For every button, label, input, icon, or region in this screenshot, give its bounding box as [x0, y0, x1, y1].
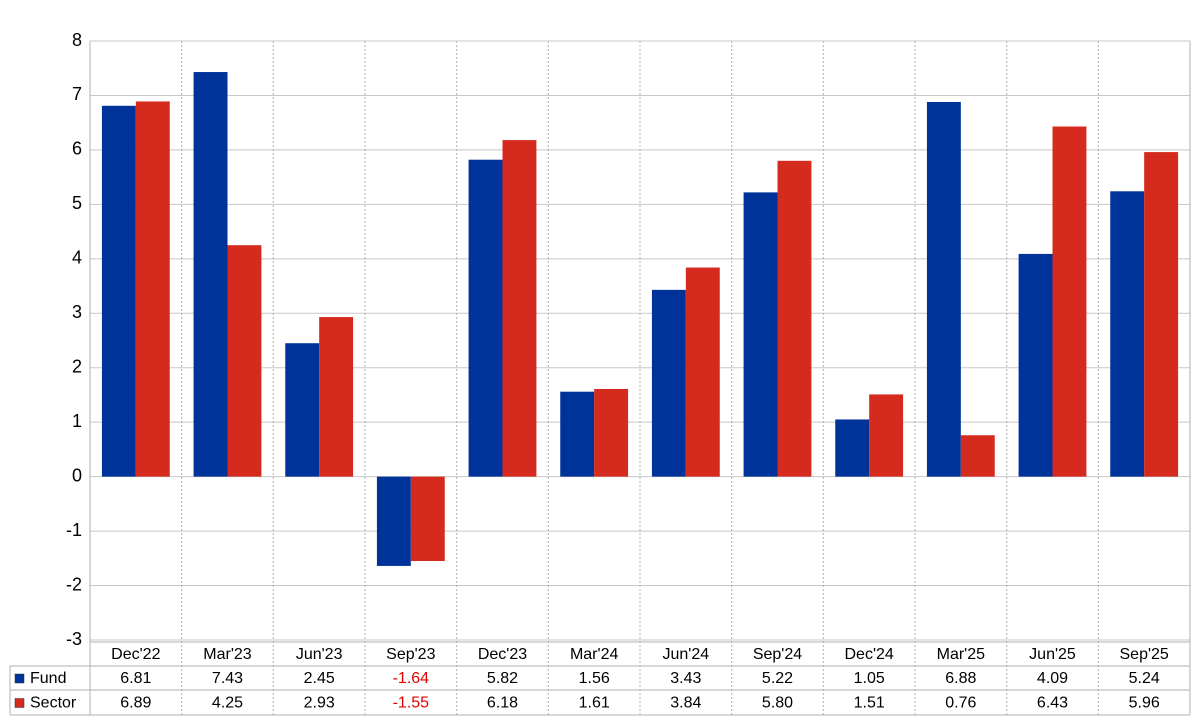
bar: [1110, 191, 1145, 477]
bar: [1144, 152, 1179, 477]
bar: [410, 476, 445, 562]
bar: [285, 343, 320, 477]
table-value: 5.22: [762, 670, 793, 687]
legend-label: Fund: [30, 670, 66, 687]
table-value: 5.80: [762, 695, 793, 712]
table-value: 6.18: [487, 695, 518, 712]
bar: [135, 101, 170, 477]
bar: [960, 435, 995, 477]
bar: [502, 140, 537, 477]
x-tick-label: Sep'25: [1120, 646, 1169, 663]
bar: [1018, 253, 1053, 477]
y-tick-label: 3: [72, 302, 82, 322]
bar: [926, 101, 961, 477]
x-tick-label: Mar'23: [203, 646, 252, 663]
y-tick-label: 1: [72, 411, 82, 431]
table-value: 5.24: [1129, 670, 1160, 687]
y-tick-label: 7: [72, 84, 82, 104]
x-tick-label: Jun'24: [663, 646, 710, 663]
table-value: 1.05: [854, 670, 885, 687]
y-tick-label: 6: [72, 139, 82, 159]
table-value: 5.82: [487, 670, 518, 687]
bar: [193, 72, 228, 477]
table-value: 6.81: [120, 670, 151, 687]
legend-swatch: [14, 698, 25, 708]
y-tick-label: -1: [66, 520, 82, 540]
bar: [1052, 126, 1087, 477]
table-value: 6.88: [945, 670, 976, 687]
y-tick-label: 0: [72, 465, 82, 485]
bar: [376, 476, 411, 566]
x-tick-label: Dec'23: [478, 646, 527, 663]
table-value: 4.09: [1037, 670, 1068, 687]
bar: [685, 267, 720, 477]
table-value: 3.43: [670, 670, 701, 687]
table-value: 1.61: [579, 695, 610, 712]
bar: [777, 160, 812, 477]
table-value: 1.56: [579, 670, 610, 687]
table-value: 4.25: [212, 695, 243, 712]
x-tick-label: Sep'24: [753, 646, 802, 663]
bar: [319, 317, 354, 477]
bar: [743, 192, 778, 477]
table-value: -1.55: [393, 695, 430, 712]
legend-label: Sector: [30, 695, 77, 712]
table-value: 5.96: [1129, 695, 1160, 712]
bar: [227, 245, 262, 477]
x-tick-label: Jun'23: [296, 646, 343, 663]
y-tick-label: 5: [72, 193, 82, 213]
table-value: 6.89: [120, 695, 151, 712]
x-tick-label: Jun'25: [1029, 646, 1076, 663]
bar: [835, 419, 870, 477]
y-tick-label: 4: [72, 248, 82, 268]
legend-swatch: [14, 673, 25, 684]
table-value: -1.64: [393, 670, 430, 687]
table-value: 0.76: [945, 695, 976, 712]
bar: [101, 105, 136, 477]
bar: [651, 289, 686, 477]
x-tick-label: Sep'23: [386, 646, 435, 663]
x-tick-label: Mar'25: [937, 646, 986, 663]
table-value: 2.45: [304, 670, 335, 687]
bar: [869, 394, 904, 477]
table-value: 3.84: [670, 695, 701, 712]
x-tick-label: Dec'22: [111, 646, 160, 663]
table-value: 7.43: [212, 670, 243, 687]
bar: [468, 159, 503, 477]
table-value: 2.93: [304, 695, 335, 712]
table-value: 6.43: [1037, 695, 1068, 712]
y-tick-label: -2: [66, 574, 82, 594]
y-tick-label: 2: [72, 356, 82, 376]
table-value: 1.51: [854, 695, 885, 712]
x-tick-label: Mar'24: [570, 646, 619, 663]
bar: [560, 391, 595, 477]
y-tick-label: -3: [66, 629, 82, 649]
bar: [594, 388, 629, 477]
y-tick-label: 8: [72, 30, 82, 50]
x-tick-label: Dec'24: [845, 646, 894, 663]
